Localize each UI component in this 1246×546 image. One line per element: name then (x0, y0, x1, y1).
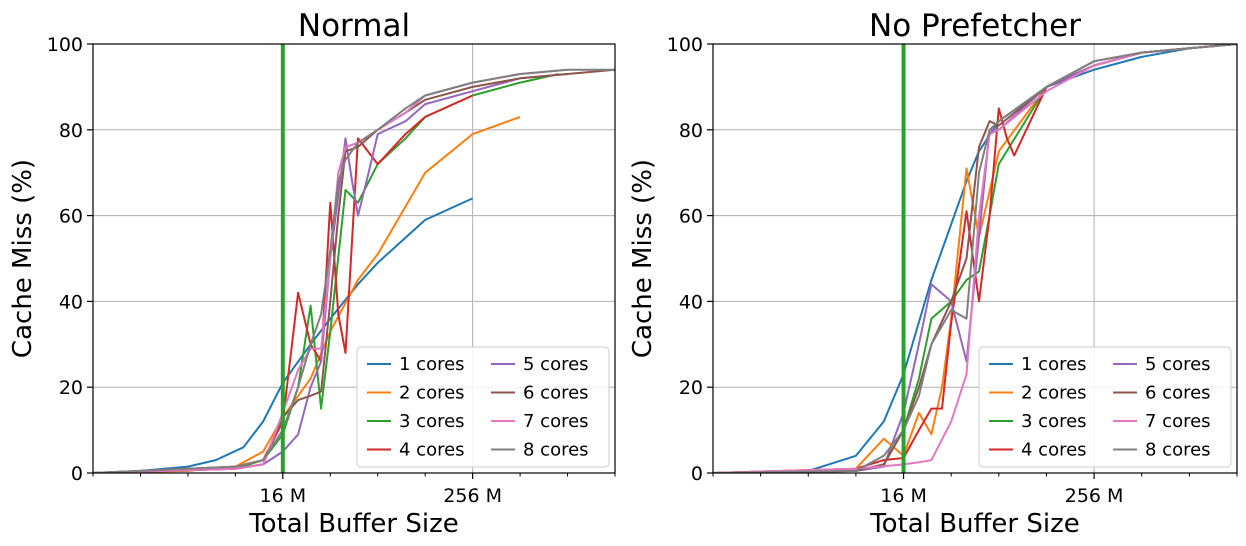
legend-box (356, 346, 610, 468)
series-line-8-cores (93, 68, 615, 473)
y-tick-label: 100 (47, 34, 83, 56)
x-axis-label: Total Buffer Size (248, 509, 459, 539)
y-tick-label: 40 (679, 291, 703, 313)
legend-item: 2 cores (989, 383, 1087, 404)
legend-item: 8 cores (1113, 440, 1211, 461)
legend-label: 8 cores (523, 440, 589, 461)
x-tick-label: 256 M (1065, 485, 1124, 507)
legend-label: 5 cores (1145, 354, 1211, 375)
y-tick-label: 20 (679, 377, 703, 399)
plot-frame (712, 43, 1238, 474)
series-line-8-cores (713, 44, 1237, 473)
x-axis-label: Total Buffer Size (869, 509, 1080, 539)
legend-label: 1 cores (1021, 354, 1087, 375)
legend-item: 1 cores (367, 354, 465, 375)
y-axis-label: Cache Miss (%) (628, 159, 658, 358)
y-tick-label: 40 (59, 291, 83, 313)
y-tick-label: 60 (59, 206, 83, 228)
chart-panel-1: 0 20 40 60 80 100 16 M 256 M Normal Total Buffer … (8, 8, 616, 539)
legend-label: 5 cores (523, 354, 589, 375)
y-tick-label: 20 (59, 377, 83, 399)
legend-label: 8 cores (1145, 440, 1211, 461)
plot-frame (92, 43, 616, 474)
legend-item: 1 cores (989, 354, 1087, 375)
legend: 1 cores 2 cores 3 cores 4 cores 5 cores 6 cor… (978, 346, 1232, 468)
legend-label: 4 cores (1021, 440, 1087, 461)
legend-item: 3 cores (367, 411, 465, 432)
legend-label: 2 cores (399, 383, 465, 404)
legend-label: 6 cores (1145, 383, 1211, 404)
legend-label: 7 cores (523, 411, 589, 432)
legend-label: 1 cores (399, 354, 465, 375)
y-tick-label: 80 (59, 120, 83, 142)
chart-title: No Prefetcher (869, 8, 1081, 44)
chart-panel-2: 0 20 40 60 80 100 16 M 256 M No Prefetcher Total … (628, 8, 1238, 539)
legend: 1 cores 2 cores 3 cores 4 cores 5 cores 6 cor… (356, 346, 610, 468)
y-tick-label: 0 (691, 463, 703, 485)
legend-label: 7 cores (1145, 411, 1211, 432)
legend-item: 3 cores (989, 411, 1087, 432)
legend-item: 7 cores (1113, 411, 1211, 432)
series-lines (93, 68, 615, 473)
series-lines (713, 44, 1237, 473)
y-tick-label: 100 (667, 34, 703, 56)
y-tick-label: 80 (679, 120, 703, 142)
series-line-6-cores (93, 68, 615, 473)
series-line-1-cores (713, 44, 1237, 473)
series-line-5-cores (93, 73, 568, 473)
legend-box (978, 346, 1232, 468)
y-tick-label: 0 (71, 463, 83, 485)
legend-item: 6 cores (491, 383, 589, 404)
legend-item: 5 cores (491, 354, 589, 375)
x-tick-label: 16 M (880, 485, 927, 507)
legend-item: 2 cores (367, 383, 465, 404)
legend-item: 4 cores (367, 440, 465, 461)
legend-item: 6 cores (1113, 383, 1211, 404)
x-tick-label: 16 M (260, 485, 307, 507)
legend-item: 8 cores (491, 440, 589, 461)
x-tick-label: 256 M (443, 485, 502, 507)
y-tick-label: 60 (679, 206, 703, 228)
legend-item: 4 cores (989, 440, 1087, 461)
series-line-7-cores (713, 44, 1237, 473)
legend-label: 6 cores (523, 383, 589, 404)
legend-label: 3 cores (1021, 411, 1087, 432)
legend-label: 3 cores (399, 411, 465, 432)
legend-item: 7 cores (491, 411, 589, 432)
y-axis-label: Cache Miss (%) (8, 159, 38, 358)
chart-title: Normal (298, 8, 410, 44)
legend-label: 2 cores (1021, 383, 1087, 404)
legend-label: 4 cores (399, 440, 465, 461)
legend-item: 5 cores (1113, 354, 1211, 375)
